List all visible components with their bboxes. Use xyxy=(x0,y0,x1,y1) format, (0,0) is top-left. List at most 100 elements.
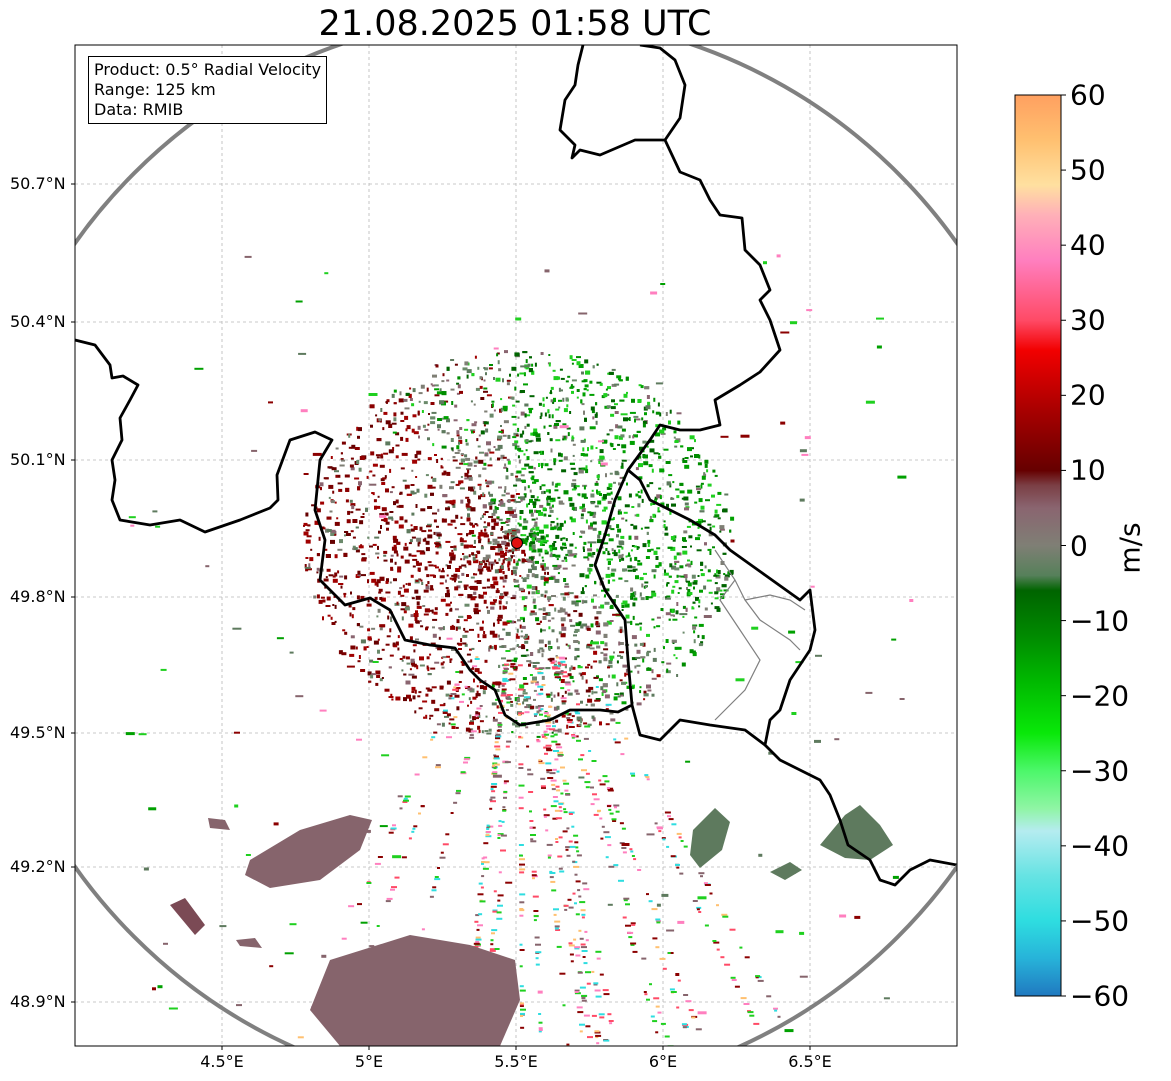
echo-pixel xyxy=(542,397,545,402)
echo-pixel xyxy=(511,572,514,576)
echo-pixel xyxy=(383,554,387,557)
echo-pixel xyxy=(578,612,583,617)
echo-pixel xyxy=(477,536,481,539)
echo-pixel xyxy=(410,528,415,532)
echo-pixel xyxy=(658,487,662,490)
echo-pixel xyxy=(406,662,411,665)
echo-pixel xyxy=(505,531,511,535)
echo-pixel xyxy=(897,475,907,479)
echo-pixel xyxy=(651,590,656,593)
echo-pixel xyxy=(464,585,468,590)
echo-pixel xyxy=(411,403,415,407)
echo-pixel xyxy=(403,610,407,614)
echo-pixel xyxy=(412,644,417,647)
echo-pixel xyxy=(445,693,450,697)
echo-pixel xyxy=(539,416,542,419)
echo-pixel xyxy=(631,545,635,547)
echo-pixel xyxy=(602,683,608,688)
echo-pixel xyxy=(361,574,366,577)
echo-pixel xyxy=(526,414,531,417)
echo-pixel xyxy=(563,408,568,413)
echo-pixel xyxy=(720,593,725,596)
echo-pixel xyxy=(427,667,430,672)
echo-pixel xyxy=(372,543,377,546)
echo-pixel xyxy=(506,620,512,623)
echo-pixel xyxy=(701,520,706,523)
echo-pixel xyxy=(676,575,681,578)
echo-pixel xyxy=(450,438,454,442)
echo-pixel xyxy=(442,843,449,846)
echo-pixel xyxy=(416,488,420,493)
echo-pixel xyxy=(437,418,443,421)
echo-pixel xyxy=(516,470,522,474)
echo-pixel xyxy=(469,721,474,725)
echo-pixel xyxy=(611,497,614,500)
echo-pixel xyxy=(619,692,624,697)
echo-pixel xyxy=(538,1027,543,1030)
echo-pixel xyxy=(474,580,480,583)
echo-pixel xyxy=(305,557,309,559)
echo-pixel xyxy=(602,495,607,500)
echo-pixel xyxy=(673,555,677,560)
echo-pixel xyxy=(427,581,430,585)
echo-pixel xyxy=(500,694,507,697)
echo-pixel xyxy=(592,793,597,796)
echo-pixel xyxy=(576,850,580,853)
echo-pixel xyxy=(600,604,605,609)
echo-pixel xyxy=(484,680,487,683)
echo-pixel xyxy=(688,535,693,539)
echo-pixel xyxy=(622,851,627,854)
echo-pixel xyxy=(546,727,551,730)
echo-pixel xyxy=(865,691,873,694)
echo-pixel xyxy=(582,623,588,627)
radar-site-marker[interactable] xyxy=(511,537,523,549)
echo-pixel xyxy=(303,531,309,536)
echo-pixel xyxy=(587,663,591,666)
echo-pixel xyxy=(371,627,376,630)
echo-pixel xyxy=(614,411,619,414)
echo-pixel xyxy=(681,1023,687,1026)
echo-pixel xyxy=(686,525,691,528)
echo-pixel xyxy=(639,399,642,402)
echo-pixel xyxy=(297,1036,304,1039)
echo-pixel xyxy=(704,542,707,546)
echo-pixel xyxy=(543,815,547,818)
echo-pixel xyxy=(488,647,491,652)
echo-pixel xyxy=(635,467,639,471)
echo-pixel xyxy=(328,574,334,577)
echo-pixel xyxy=(515,635,520,639)
echo-pixel xyxy=(480,430,485,435)
echo-pixel xyxy=(450,723,456,726)
echo-pixel xyxy=(532,895,539,898)
echo-pixel xyxy=(550,448,553,453)
echo-pixel xyxy=(427,506,433,509)
echo-pixel xyxy=(546,771,550,774)
echo-pixel xyxy=(672,538,676,542)
echo-pixel xyxy=(152,987,156,991)
echo-pixel xyxy=(394,561,397,565)
echo-pixel xyxy=(644,581,649,584)
echo-pixel xyxy=(541,735,546,738)
echo-pixel xyxy=(582,447,585,452)
echo-pixel xyxy=(695,1028,702,1031)
echo-pixel xyxy=(435,764,441,767)
echo-pixel xyxy=(458,642,463,646)
echo-pixel xyxy=(667,952,671,954)
echo-pixel xyxy=(633,545,637,548)
echo-pixel xyxy=(700,482,704,485)
echo-pixel xyxy=(549,438,553,442)
echo-pixel xyxy=(461,662,465,666)
echo-pixel xyxy=(512,436,517,439)
echo-pixel xyxy=(554,423,559,426)
echo-pixel xyxy=(408,673,415,676)
echo-pixel xyxy=(369,470,373,473)
echo-pixel xyxy=(369,404,375,409)
echo-pixel xyxy=(392,643,395,647)
echo-pixel xyxy=(498,638,504,641)
echo-pixel xyxy=(532,877,535,880)
echo-pixel xyxy=(598,779,602,782)
echo-pixel xyxy=(540,412,543,417)
echo-pixel xyxy=(385,420,391,425)
echo-pixel xyxy=(655,564,660,568)
